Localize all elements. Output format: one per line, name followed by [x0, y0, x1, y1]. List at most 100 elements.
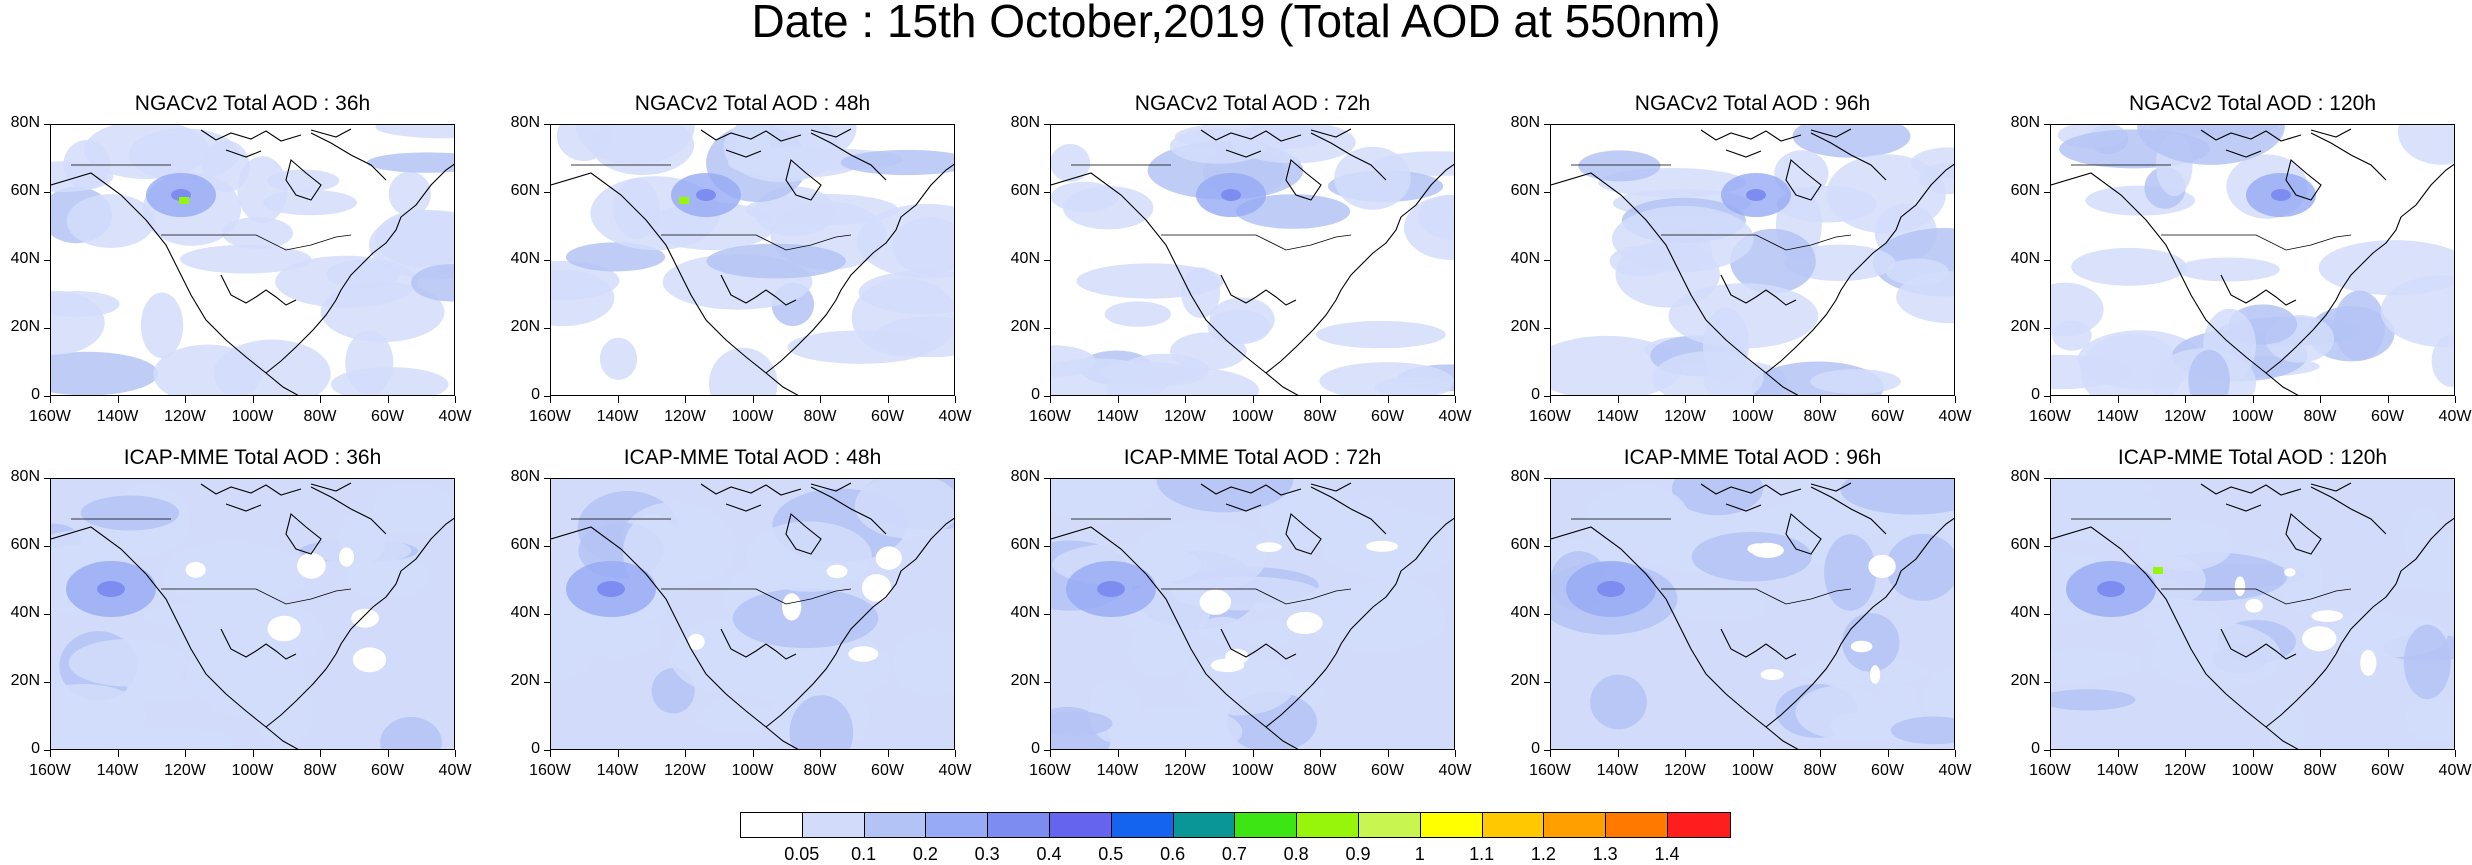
x-tick	[1752, 396, 1754, 403]
y-tick-label: 40N	[2010, 250, 2040, 267]
panel-title: NGACv2 Total AOD : 72h	[1134, 92, 1371, 115]
y-tick	[544, 682, 550, 683]
x-tick-label: 140W	[96, 408, 139, 425]
y-tick-label: 40N	[10, 250, 40, 267]
x-tick	[2252, 396, 2254, 403]
y-tick-label: 40N	[1510, 604, 1540, 621]
map-panel	[1050, 124, 1455, 396]
arctic-islands	[700, 482, 852, 512]
x-tick	[2320, 750, 2321, 757]
x-tick	[2050, 396, 2051, 403]
x-tick-label: 80W	[1303, 408, 1337, 425]
y-tick-label: 20N	[10, 318, 40, 335]
y-tick	[1544, 192, 1550, 193]
x-tick-label: 140W	[96, 762, 139, 779]
x-tick-label: 40W	[438, 408, 472, 425]
y-tick	[1544, 546, 1550, 547]
x-tick-label: 40W	[938, 762, 972, 779]
y-tick-label: 80N	[1010, 114, 1040, 131]
y-tick-label: 40N	[2010, 604, 2040, 621]
colorbar-label: 1.1	[1469, 844, 1495, 864]
y-tick	[44, 328, 50, 329]
x-tick-label: 160W	[1029, 408, 1071, 425]
x-tick	[1685, 396, 1686, 403]
map-panel	[50, 478, 455, 750]
colorbar-label: 0.5	[1098, 844, 1124, 864]
y-tick	[544, 192, 550, 193]
y-tick	[44, 396, 50, 397]
y-tick-label: 0	[1031, 386, 1040, 403]
y-tick-label: 60N	[1510, 536, 1540, 553]
x-tick	[1185, 750, 1186, 757]
x-tick	[550, 396, 551, 403]
arctic-islands	[1700, 128, 1852, 158]
x-tick-label: 120W	[2164, 408, 2206, 425]
y-tick	[1544, 396, 1550, 397]
x-tick	[1820, 750, 1821, 757]
x-tick-label: 120W	[1164, 762, 1206, 779]
arctic-islands	[1200, 482, 1352, 512]
y-tick	[44, 124, 50, 125]
x-tick-label: 100W	[1231, 762, 1274, 779]
y-tick	[1544, 682, 1550, 683]
x-tick	[2117, 396, 2119, 403]
arctic-islands	[2200, 128, 2352, 158]
x-tick-label: 80W	[1303, 762, 1337, 779]
x-tick-label: 80W	[803, 408, 837, 425]
x-tick-label: 80W	[2303, 762, 2337, 779]
y-tick-label: 0	[31, 386, 40, 403]
y-tick-label: 20N	[1010, 672, 1040, 689]
x-tick	[752, 750, 754, 757]
y-tick-label: 0	[31, 740, 40, 757]
country-border	[571, 164, 852, 251]
x-tick	[185, 396, 186, 403]
coastline	[2051, 132, 2454, 395]
y-tick-label: 20N	[10, 672, 40, 689]
x-tick	[2455, 396, 2456, 403]
colorbar-swatch	[988, 813, 1050, 837]
colorbar-label: 1.4	[1654, 844, 1680, 864]
x-tick-label: 60W	[2371, 762, 2404, 779]
y-tick-label: 80N	[2010, 114, 2040, 131]
colorbar-label: 0.6	[1160, 844, 1186, 864]
colorbar-swatch	[1173, 813, 1236, 837]
x-tick	[1887, 396, 1889, 403]
x-tick	[320, 396, 321, 403]
coastline	[1551, 132, 1954, 395]
y-tick	[2044, 750, 2050, 751]
x-tick-label: 140W	[2096, 408, 2139, 425]
y-tick-label: 60N	[10, 182, 40, 199]
y-tick	[544, 124, 550, 125]
colorbar-swatch	[1544, 813, 1607, 837]
x-tick	[2252, 750, 2254, 757]
x-tick-label: 60W	[1371, 408, 1404, 425]
colorbar-label: 0.1	[851, 844, 877, 864]
x-tick-label: 60W	[2371, 408, 2404, 425]
x-tick	[455, 396, 456, 403]
x-tick	[1387, 750, 1389, 757]
aod-colorbar	[740, 812, 1731, 838]
coastline	[2051, 486, 2454, 749]
y-tick-label: 20N	[510, 672, 540, 689]
x-tick	[1185, 396, 1186, 403]
colorbar-label: 0.3	[974, 844, 1000, 864]
x-tick-label: 140W	[1096, 762, 1139, 779]
y-tick	[1044, 750, 1050, 751]
panel-title: ICAP-MME Total AOD : 120h	[2117, 446, 2388, 469]
colorbar-label: 0.2	[912, 844, 938, 864]
x-tick-label: 60W	[1871, 408, 1904, 425]
coastline	[1051, 132, 1454, 395]
x-tick-label: 80W	[1803, 408, 1837, 425]
y-tick	[544, 478, 550, 479]
x-tick	[1752, 750, 1754, 757]
country-border	[1571, 518, 1852, 605]
y-tick-label: 20N	[1510, 672, 1540, 689]
colorbar-swatch	[741, 813, 803, 837]
arctic-islands	[1200, 128, 1352, 158]
x-tick-label: 120W	[164, 762, 206, 779]
panel-title: NGACv2 Total AOD : 48h	[634, 92, 871, 115]
x-tick	[252, 750, 254, 757]
y-tick	[1544, 328, 1550, 329]
x-tick	[1685, 750, 1686, 757]
x-tick	[1955, 750, 1956, 757]
